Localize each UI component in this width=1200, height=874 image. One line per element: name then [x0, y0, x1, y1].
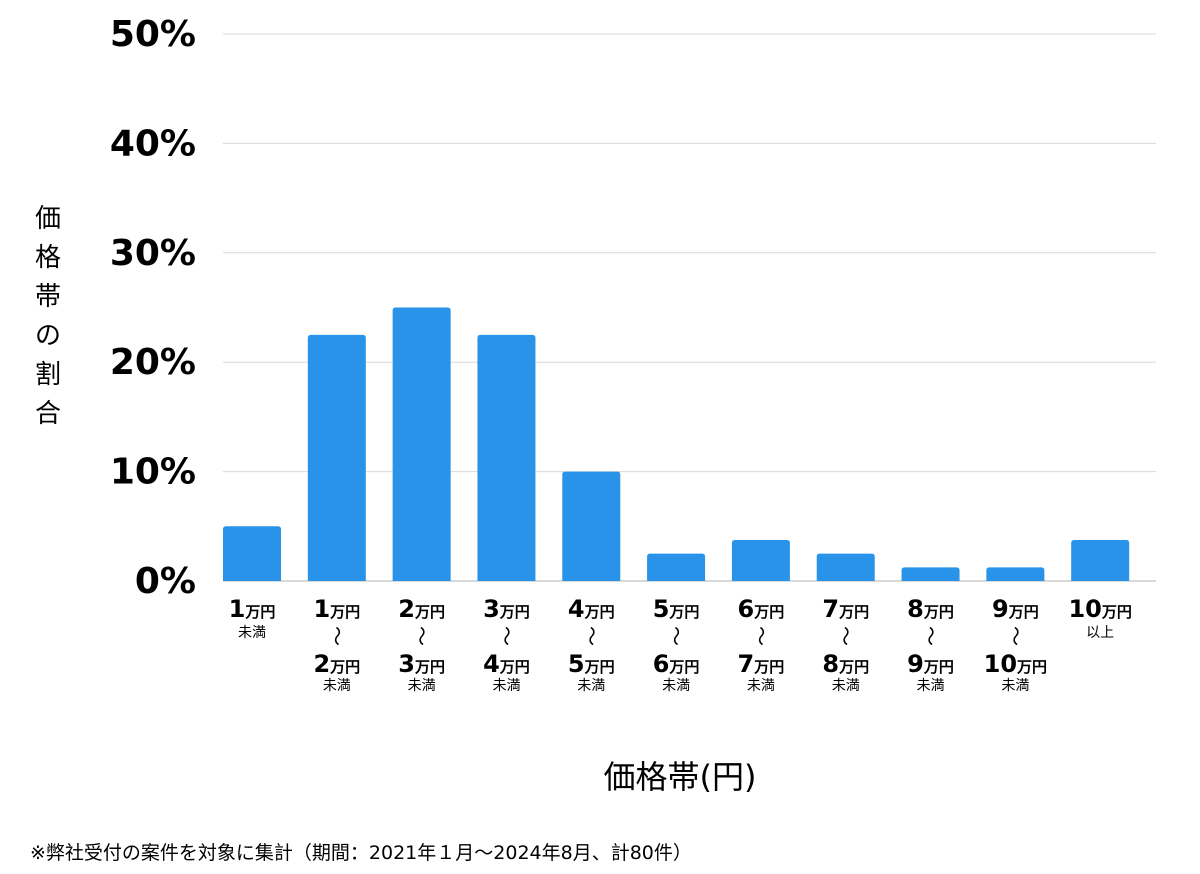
- range-symbol: 〜: [410, 626, 434, 646]
- bar: [901, 567, 960, 581]
- bar: [223, 526, 281, 581]
- x-tick-label: 8万円: [907, 595, 954, 623]
- x-tick-note: 未満: [238, 625, 266, 641]
- y-axis-label-char: 価: [34, 204, 61, 234]
- x-tick-label: 3万円: [398, 650, 445, 678]
- x-tick-label: 4万円: [483, 650, 530, 678]
- x-tick-note: 未満: [492, 678, 520, 694]
- x-tick-label: 9万円: [907, 650, 954, 678]
- range-symbol: 〜: [749, 626, 773, 646]
- x-tick-label: 5万円: [568, 650, 615, 678]
- x-tick-note: 未満: [917, 678, 945, 694]
- y-axis-label-char: 帯: [34, 282, 61, 312]
- range-symbol: 〜: [494, 626, 518, 646]
- x-tick-label: 9万円: [992, 595, 1039, 623]
- range-symbol: 〜: [919, 626, 943, 646]
- bar: [562, 471, 621, 581]
- y-tick-label: 40%: [110, 123, 196, 164]
- x-tick-label: 1万円: [229, 595, 276, 623]
- x-tick-note: 未満: [832, 678, 860, 694]
- x-tick-note: 未満: [323, 678, 351, 694]
- y-tick-label: 20%: [110, 342, 196, 383]
- range-symbol: 〜: [834, 626, 858, 646]
- bar: [392, 307, 451, 581]
- y-axis-label: 価格帯の割合: [30, 200, 66, 434]
- bar: [1071, 539, 1130, 581]
- x-axis-label: 価格帯(円): [603, 758, 757, 796]
- bar: [986, 567, 1045, 581]
- bar: [647, 553, 706, 581]
- x-tick-label: 1万円: [313, 595, 360, 623]
- x-tick-note: 未満: [577, 678, 605, 694]
- y-axis-label-char: 格: [34, 243, 61, 273]
- y-axis-label-char: 割: [34, 360, 61, 390]
- x-tick-label: 2万円: [398, 595, 445, 623]
- bar: [731, 539, 790, 581]
- x-tick-label: 8万円: [822, 650, 869, 678]
- x-tick-label: 4万円: [568, 595, 615, 623]
- x-tick-label: 10万円: [1068, 595, 1131, 623]
- y-axis-label-char: 合: [34, 399, 61, 429]
- bar: [477, 334, 536, 581]
- x-tick-note: 以上: [1086, 625, 1114, 641]
- x-tick-label: 6万円: [653, 650, 700, 678]
- range-symbol: 〜: [1003, 626, 1027, 646]
- x-tick-note: 未満: [747, 678, 775, 694]
- x-tick-label: 6万円: [738, 595, 785, 623]
- x-tick-label: 7万円: [822, 595, 869, 623]
- y-axis-label-char: の: [34, 321, 61, 351]
- y-tick-label: 0%: [135, 561, 196, 602]
- range-symbol: 〜: [579, 626, 603, 646]
- y-tick-label: 50%: [110, 14, 196, 55]
- x-tick-note: 未満: [1001, 678, 1029, 694]
- x-tick-label: 7万円: [738, 650, 785, 678]
- range-symbol: 〜: [664, 626, 688, 646]
- bar: [307, 334, 366, 581]
- range-symbol: 〜: [325, 626, 349, 646]
- y-tick-label: 30%: [110, 233, 196, 274]
- y-tick-label: 10%: [110, 452, 196, 493]
- x-tick-note: 未満: [408, 678, 436, 694]
- bar: [816, 553, 875, 581]
- x-tick-label: 5万円: [653, 595, 700, 623]
- footnote: ※弊社受付の案件を対象に集計（期間：2021年１月〜2024年8月、計80件）: [30, 842, 692, 864]
- x-tick-label: 10万円: [984, 650, 1047, 678]
- x-tick-note: 未満: [662, 678, 690, 694]
- x-tick-label: 2万円: [313, 650, 360, 678]
- x-tick-label: 3万円: [483, 595, 530, 623]
